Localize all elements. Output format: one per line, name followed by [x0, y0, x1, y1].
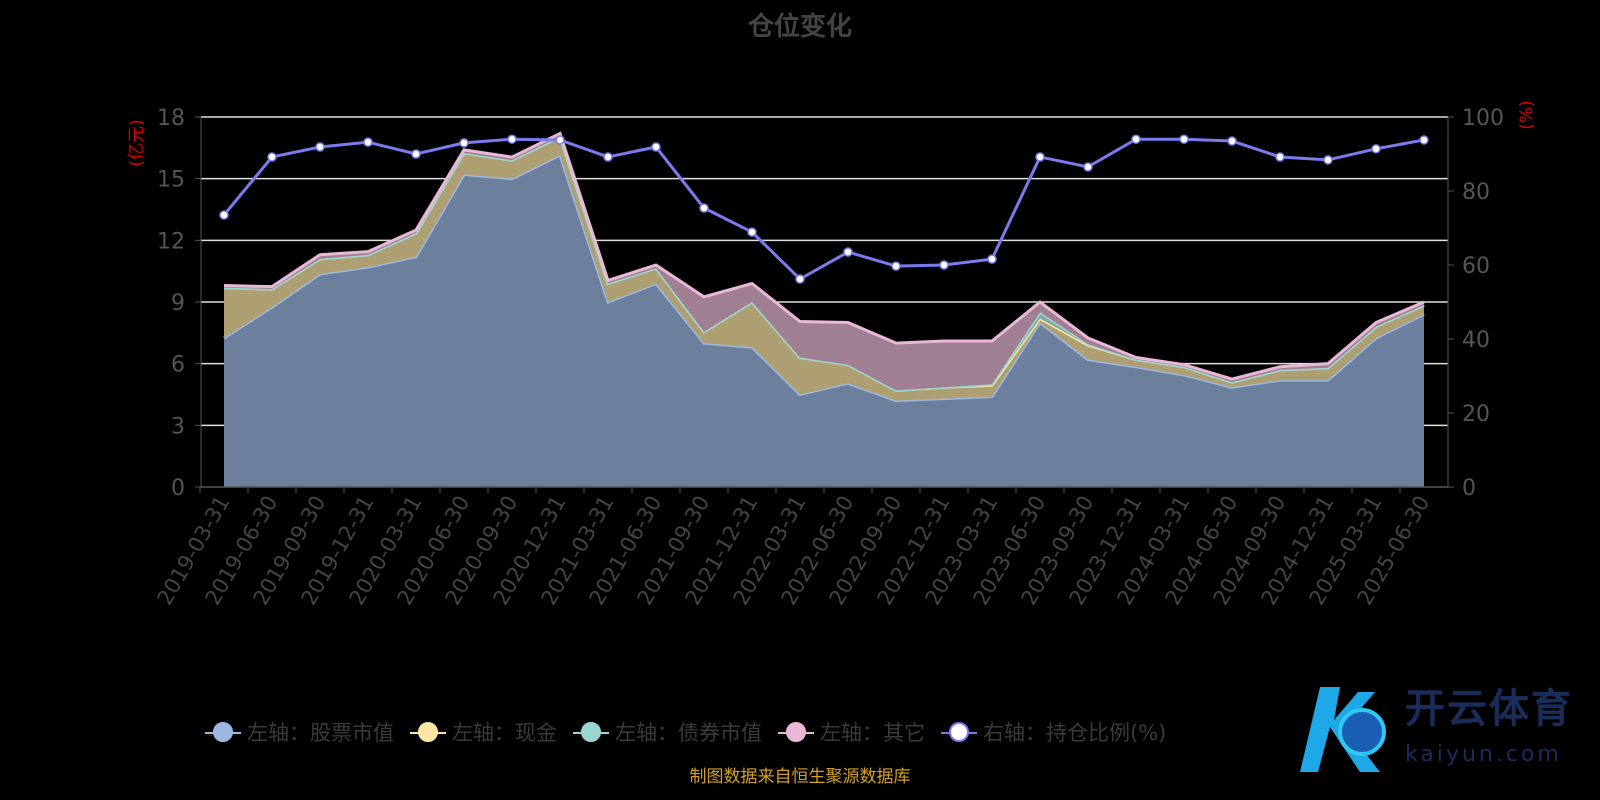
- left-axis-label: (亿元): [127, 119, 147, 166]
- data-point: [411, 149, 421, 159]
- data-point: [843, 247, 853, 257]
- left-axis-tick-label: 9: [171, 291, 185, 316]
- legend-item[interactable]: 右轴：持仓比例(%): [941, 720, 1166, 746]
- data-point: [1227, 136, 1237, 146]
- legend-marker-icon: [410, 721, 446, 745]
- data-point: [891, 261, 901, 271]
- legend-marker-icon: [778, 721, 814, 745]
- legend-marker-icon: [205, 721, 241, 745]
- data-point: [651, 142, 661, 152]
- watermark-name: 开云体育: [1405, 686, 1573, 732]
- right-axis-tick-label: 100: [1462, 106, 1504, 131]
- kaiyun-logo-icon: [1300, 687, 1386, 772]
- data-point: [267, 152, 277, 162]
- legend-label: 左轴：现金: [452, 721, 557, 745]
- data-point: [1179, 134, 1189, 144]
- data-point: [1131, 134, 1141, 144]
- chart-title: 仓位变化: [747, 12, 852, 42]
- data-point: [555, 135, 565, 145]
- legend-item[interactable]: 左轴：其它: [778, 720, 925, 746]
- chart-plot: 0369121518020406080100(亿元)(%)2019-03-312…: [127, 100, 1537, 609]
- legend-label: 左轴：其它: [820, 721, 925, 745]
- data-source-note: 制图数据来自恒生聚源数据库: [689, 767, 911, 787]
- legend: 左轴：股票市值 左轴：现金 左轴：债券市值 左轴：其它 右轴：持仓比例(%): [205, 720, 1166, 746]
- area-左轴：其它: [224, 133, 1424, 391]
- legend-label: 右轴：持仓比例(%): [983, 721, 1167, 745]
- legend-label: 左轴：股票市值: [247, 721, 394, 745]
- line-左轴：其它: [223, 131, 1425, 381]
- data-point: [699, 203, 709, 213]
- data-point: [219, 210, 229, 220]
- data-point: [747, 227, 757, 237]
- left-axis-tick-label: 15: [157, 168, 185, 193]
- right-axis-tick-label: 20: [1462, 402, 1490, 427]
- right-axis-label: (%): [1517, 100, 1537, 129]
- data-point: [1323, 155, 1333, 165]
- left-axis-tick-label: 3: [171, 414, 185, 439]
- legend-marker-icon: [573, 721, 609, 745]
- right-axis-tick-label: 80: [1462, 180, 1490, 205]
- legend-marker-icon: [941, 721, 977, 745]
- left-axis-tick-label: 6: [171, 353, 185, 378]
- data-point: [795, 274, 805, 284]
- left-axis-tick-label: 0: [171, 476, 185, 501]
- right-axis-tick-label: 0: [1462, 476, 1476, 501]
- area-左轴：股票市值: [224, 155, 1424, 487]
- data-point: [939, 260, 949, 270]
- data-point: [507, 134, 517, 144]
- data-point: [315, 142, 325, 152]
- watermark-logo: 开云体育 kaiyun.com: [1290, 682, 1590, 782]
- data-point: [459, 138, 469, 148]
- data-point: [1083, 162, 1093, 172]
- legend-label: 左轴：债券市值: [615, 721, 762, 745]
- data-point: [603, 152, 613, 162]
- left-axis-tick-label: 12: [157, 229, 185, 254]
- data-point: [1275, 152, 1285, 162]
- data-point: [363, 137, 373, 147]
- data-point: [1371, 144, 1381, 154]
- right-axis-tick-label: 60: [1462, 254, 1490, 279]
- line-右轴：持仓比例(%): [222, 137, 1425, 281]
- data-point: [1035, 152, 1045, 162]
- watermark-url: kaiyun.com: [1405, 742, 1562, 767]
- legend-item[interactable]: 左轴：股票市值: [205, 720, 394, 746]
- data-point: [987, 254, 997, 264]
- right-axis-tick-label: 40: [1462, 328, 1490, 353]
- area-左轴：现金: [224, 136, 1424, 401]
- legend-item[interactable]: 左轴：现金: [410, 720, 557, 746]
- legend-item[interactable]: 左轴：债券市值: [573, 720, 762, 746]
- data-point: [1419, 135, 1429, 145]
- left-axis-tick-label: 18: [157, 106, 185, 131]
